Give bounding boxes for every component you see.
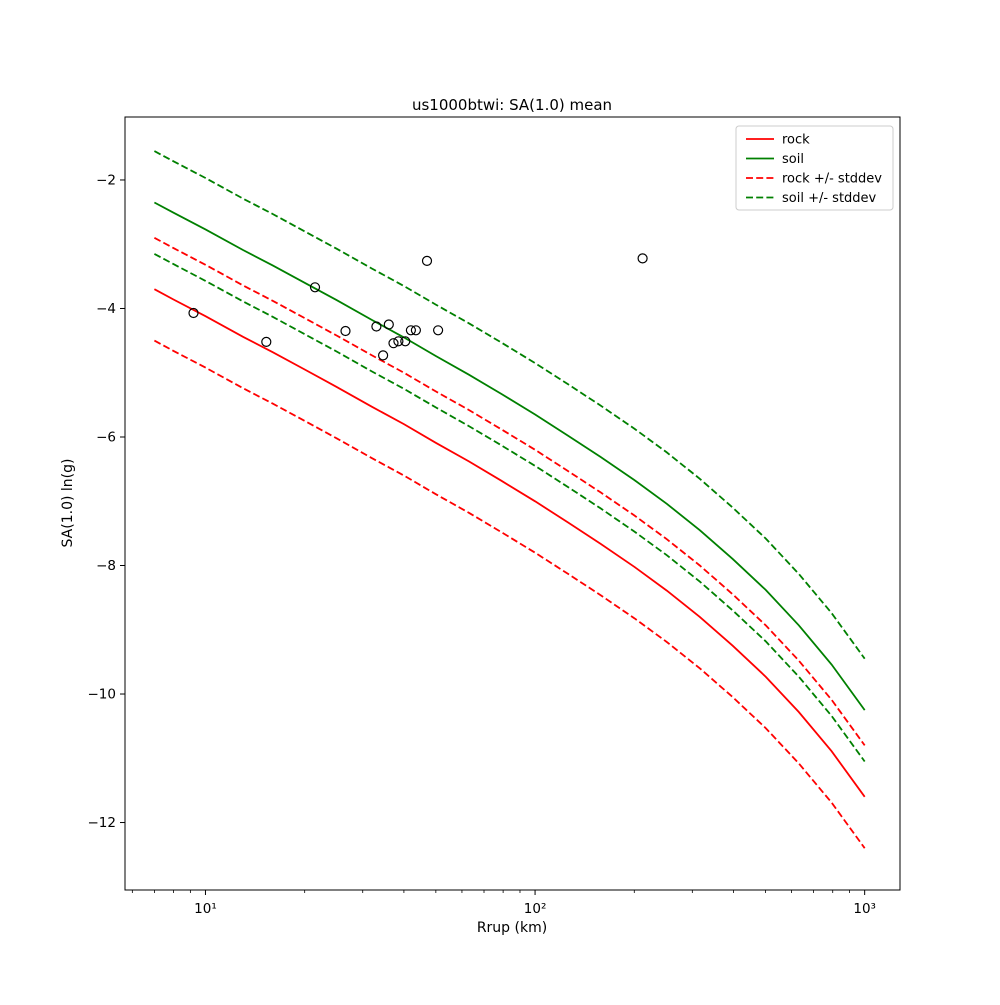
scatter-point bbox=[637, 253, 648, 264]
scatter-point bbox=[393, 336, 404, 347]
series-line-soil-minus-stddev bbox=[153, 253, 866, 763]
y-tick-label: −8 bbox=[96, 558, 116, 574]
y-tick-label: −2 bbox=[96, 172, 116, 188]
series-line-soil-plus-stddev bbox=[153, 150, 866, 660]
scatter-points bbox=[188, 253, 648, 361]
chart-title: us1000btwi: SA(1.0) mean bbox=[412, 96, 612, 114]
series-line-soil bbox=[153, 201, 866, 711]
scatter-point bbox=[371, 321, 382, 332]
legend-item: rock bbox=[746, 133, 810, 148]
scatter-point bbox=[388, 338, 399, 349]
scatter-point bbox=[405, 325, 416, 336]
y-axis-label: SA(1.0) ln(g) bbox=[60, 459, 76, 548]
y-tick-label: −10 bbox=[88, 687, 117, 703]
legend-label: rock bbox=[782, 133, 810, 148]
scatter-point bbox=[340, 325, 351, 337]
legend-label: rock +/- stddev bbox=[782, 172, 882, 187]
series-line-rock-minus-stddev bbox=[153, 339, 866, 849]
scatter-point bbox=[309, 282, 321, 293]
y-tick-label: −4 bbox=[96, 301, 116, 317]
x-tick-label: 10¹ bbox=[194, 901, 217, 917]
legend-item: soil +/- stddev bbox=[746, 191, 877, 206]
scatter-point bbox=[410, 325, 421, 336]
legend-box bbox=[735, 125, 894, 211]
scatter-point bbox=[421, 255, 433, 266]
y-axis-ticks: −2 −4 −6 −8 −10 −12 bbox=[88, 172, 125, 831]
series-lines bbox=[153, 150, 866, 849]
x-axis-ticks: 10¹ 10² 10³ bbox=[131, 890, 876, 917]
x-axis-label: Rrup (km) bbox=[477, 920, 547, 936]
y-tick-label: −6 bbox=[96, 429, 116, 445]
series-line-rock-plus-stddev bbox=[153, 237, 866, 746]
scatter-point bbox=[261, 336, 272, 347]
legend-item: soil bbox=[746, 152, 804, 167]
series-line-rock bbox=[153, 288, 866, 798]
legend-item: rock +/- stddev bbox=[746, 172, 882, 187]
legend-label: soil bbox=[782, 152, 804, 167]
scatter-point bbox=[378, 350, 389, 361]
x-tick-label: 10² bbox=[524, 901, 547, 917]
plot-border bbox=[124, 116, 901, 891]
scatter-point bbox=[188, 307, 199, 319]
legend: rock soil rock +/- stddev soil +/- stddev bbox=[735, 125, 894, 211]
y-tick-label: −12 bbox=[88, 815, 117, 831]
legend-label: soil +/- stddev bbox=[782, 191, 877, 206]
x-tick-label: 10³ bbox=[853, 901, 876, 917]
scatter-point bbox=[433, 325, 444, 336]
scatter-point bbox=[383, 319, 394, 330]
scatter-point bbox=[400, 336, 411, 347]
